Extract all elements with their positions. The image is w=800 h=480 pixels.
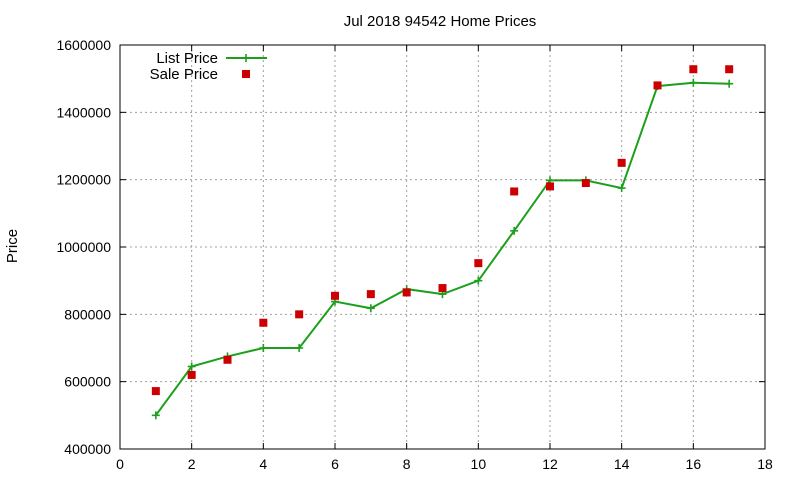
x-tick-label: 18 — [757, 456, 773, 472]
sale-price-point — [581, 179, 590, 188]
y-axis-label: Price — [4, 229, 21, 263]
sale-price-point — [474, 259, 483, 268]
y-tick-label: 1600000 — [56, 37, 111, 53]
sale-price-point — [653, 81, 662, 90]
chart-title: Jul 2018 94542 Home Prices — [344, 13, 537, 30]
list-price-point — [151, 411, 160, 420]
y-tick-label: 1200000 — [56, 172, 111, 188]
sale-price-point — [546, 182, 554, 191]
list-price-point — [366, 304, 375, 313]
x-tick-label: 8 — [403, 456, 411, 472]
sale-price-point — [295, 310, 304, 319]
legend-swatch-marker — [242, 54, 250, 62]
list-price-point — [295, 344, 304, 352]
gridlines — [120, 45, 765, 449]
y-tick-label: 800000 — [64, 306, 111, 322]
x-tick-label: 4 — [259, 456, 267, 472]
x-tick-label: 10 — [471, 456, 487, 472]
sale-price-point — [187, 370, 196, 379]
sale-price-point — [617, 158, 626, 167]
x-tick-label: 16 — [686, 456, 702, 472]
sale-price-point — [402, 288, 411, 297]
sale-price-point — [259, 318, 268, 327]
x-tick-label: 12 — [542, 456, 558, 472]
y-tick-label: 1000000 — [56, 239, 111, 255]
x-tick-label: 6 — [331, 456, 339, 472]
legend-label: Sale Price — [150, 66, 218, 83]
legend-swatch-marker — [242, 70, 250, 78]
legend-label: List Price — [156, 50, 218, 67]
sale-price-point — [223, 355, 232, 364]
y-tick-label: 400000 — [64, 441, 111, 457]
y-tick-label: 600000 — [64, 374, 111, 390]
list-price-point — [725, 79, 734, 88]
sale-price-point — [366, 290, 375, 299]
legend-item-sale-price: Sale Price — [150, 66, 250, 83]
sale-price-point — [510, 187, 519, 196]
list-price-point — [689, 78, 698, 87]
list-price-point — [187, 362, 196, 371]
sale-price-series — [151, 65, 734, 396]
list-price-line — [155, 81, 730, 416]
list-price-point — [474, 276, 483, 285]
x-tick-label: 14 — [614, 456, 630, 472]
sale-price-point — [331, 291, 339, 300]
sale-price-point — [689, 65, 698, 74]
x-tick-label: 0 — [116, 456, 124, 472]
series-layer — [151, 65, 734, 420]
x-tick-label: 2 — [188, 456, 196, 472]
legend-item-list-price: List Price — [156, 50, 267, 67]
list-price-point — [259, 344, 268, 352]
sale-price-point — [438, 284, 447, 293]
list-price-point — [510, 226, 519, 235]
list-price-point — [617, 184, 626, 193]
list-price-series — [151, 78, 734, 420]
axes: 0 2 4 6 8 10 12 14 16 18 400000 600000 800000 1000000… — [56, 37, 773, 472]
sale-price-point — [151, 387, 160, 396]
y-tick-label: 1400000 — [56, 104, 111, 120]
sale-price-point — [725, 65, 734, 74]
